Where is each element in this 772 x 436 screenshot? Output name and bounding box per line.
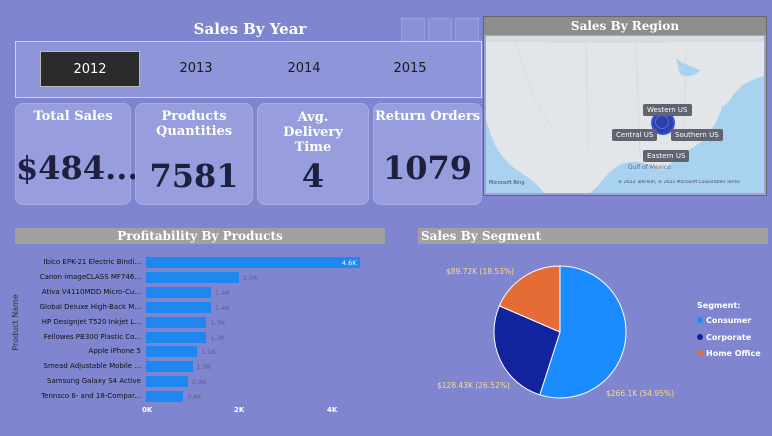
bar-category-label: Ibico EPK-21 Electric Bindi... (43, 258, 141, 266)
bar[interactable] (146, 376, 188, 388)
x-tick: 0K (142, 406, 153, 414)
kpi-value: $484... (16, 149, 139, 187)
bar-category-label: Samsung Galaxy S4 Active (47, 377, 141, 386)
pie-slice-corporate[interactable] (493, 305, 561, 396)
bar-value-label: 0.8K (187, 393, 202, 402)
kpi-label: Total Sales (33, 109, 113, 124)
bar-value-label: 1.3K (210, 333, 226, 342)
sales-by-region-title: Sales By Region (484, 17, 766, 35)
filter-button[interactable] (428, 18, 452, 42)
bar[interactable] (146, 316, 207, 328)
kpi-label: Products Quantities (156, 109, 233, 139)
bar-value-label: 2.0K (243, 273, 258, 282)
legend-item-consumer[interactable]: Consumer (697, 316, 751, 325)
legend-dot (697, 334, 703, 340)
region-label-western: Western US (643, 104, 692, 116)
profitability-title: Profitability By Products (15, 228, 385, 244)
bing-logo: Microsoft Bing (489, 180, 525, 186)
focus-mode-button[interactable] (401, 18, 425, 42)
kpi-products-quantities: Products Quantities 7581 (135, 103, 253, 205)
legend-label: Corporate (706, 333, 752, 342)
pie-label-corporate: $128.43K (26.52%) (437, 381, 510, 390)
kpi-value: 4 (301, 157, 325, 195)
year-button-2015[interactable]: 2015 (393, 61, 427, 76)
legend-dot (697, 317, 703, 323)
map-canvas: Gulf of Mexico (486, 36, 764, 193)
bar[interactable] (146, 286, 212, 298)
kpi-value: 1079 (382, 149, 473, 187)
pie-slice-consumer[interactable] (539, 265, 627, 399)
legend-item-corporate[interactable]: Corporate (697, 333, 751, 342)
bar-value-label: 1.0K (196, 363, 212, 372)
more-options-button[interactable] (455, 18, 479, 42)
region-map[interactable]: Gulf of Mexico Western US Central US Sou… (486, 36, 764, 193)
region-bubble-inner (655, 115, 669, 129)
bar-category-label: Tennsco 6- and 18-Compar... (41, 392, 141, 401)
bar[interactable] (146, 391, 184, 403)
sales-by-year-title: Sales By Year (193, 20, 307, 38)
bar-value-label: 1.4K (215, 303, 230, 312)
bar[interactable] (146, 346, 198, 358)
year-button-2012[interactable]: 2012 (40, 51, 140, 87)
map-place-label: Gulf of Mexico (628, 164, 671, 171)
bar[interactable] (146, 301, 212, 313)
legend-item-home-office[interactable]: Home Office (697, 349, 761, 358)
sales-by-region-panel: Sales By Region Gulf of Mexico Western U… (483, 16, 767, 196)
bar-value-label: 0.9K (191, 378, 207, 387)
region-label-southern: Southern US (671, 129, 723, 141)
legend-title: Segment: (697, 301, 741, 310)
bar-category-label: Ativa V4110MDD Micro-Cu... (41, 287, 141, 296)
bar-category-label: HP Designjet T520 Inkjet L... (41, 317, 141, 326)
x-tick: 2K (234, 406, 245, 414)
bar-value-label: 1.4K (215, 288, 230, 297)
bar-value-label: 1.3K (210, 318, 226, 327)
sales-by-segment-title: Sales By Segment (418, 228, 768, 244)
legend-dot (697, 350, 703, 356)
pie-label-home-office: $89.72K (18.53%) (446, 267, 514, 276)
bar[interactable] (146, 271, 239, 283)
region-label-eastern: Eastern US (643, 150, 690, 162)
bar-category-label: Smead Adjustable Mobile ... (43, 362, 141, 371)
bar-value-label: 4.6K (341, 259, 357, 267)
pie-slice-home-office[interactable] (498, 265, 561, 333)
bar-value-label: 1.1K (201, 348, 216, 357)
kpi-return-orders: Return Orders 1079 (373, 103, 482, 205)
profitability-bar-chart (0, 0, 1, 1)
bar[interactable] (146, 331, 207, 343)
bar-category-label: Fellowes PB300 Plastic Co... (43, 332, 141, 341)
segment-pie-chart (493, 265, 627, 399)
year-button-2013[interactable]: 2013 (179, 61, 213, 76)
bar[interactable] (146, 257, 360, 268)
year-slicer: 2012 2013 2014 2015 (15, 41, 482, 98)
bar[interactable] (146, 361, 193, 373)
map-copyright: © 2022 TomTom, © 2022 Microsoft Corporat… (618, 180, 740, 185)
x-tick: 4K (327, 406, 338, 414)
bar-category-label: Apple iPhone 5 (88, 347, 141, 356)
kpi-avg-delivery-time: Avg. Delivery Time 4 (257, 103, 369, 205)
kpi-label: Avg. Delivery Time (283, 110, 343, 155)
bar-category-label: Canon imageCLASS MF746... (39, 272, 141, 281)
kpi-value: 7581 (149, 157, 239, 195)
region-label-central: Central US (612, 129, 658, 141)
bar-category-label: Global Deluxe High-Back M... (39, 302, 141, 311)
pie-label-consumer: $266.1K (54.95%) (606, 389, 674, 398)
legend-label: Home Office (706, 349, 761, 358)
legend-label: Consumer (706, 316, 752, 325)
kpi-label: Return Orders (374, 109, 481, 124)
kpi-total-sales: Total Sales $484... (15, 103, 139, 205)
year-button-2014[interactable]: 2014 (287, 61, 321, 76)
